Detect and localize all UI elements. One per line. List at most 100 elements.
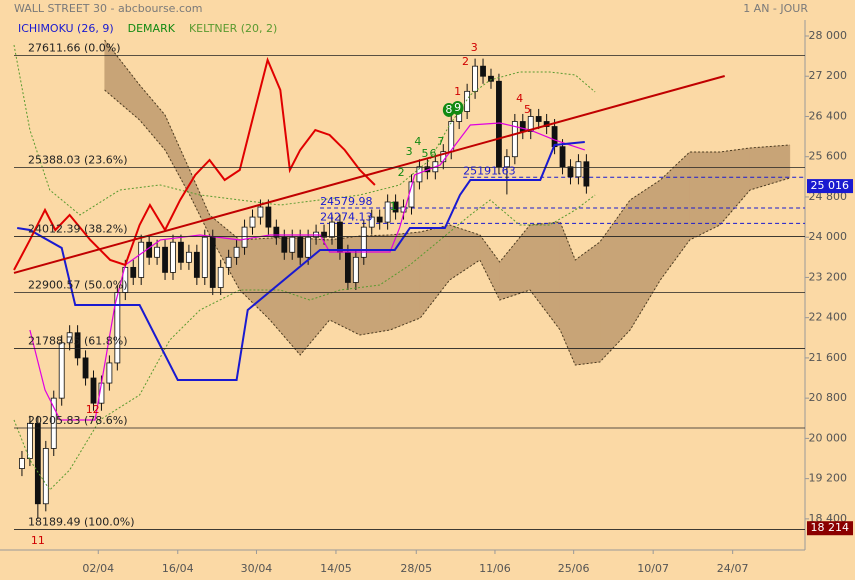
- candle-body: [249, 216, 256, 228]
- candle-body: [209, 236, 216, 288]
- annotation: 9: [454, 101, 461, 114]
- annotation: 5: [524, 103, 531, 116]
- price-label: 18 214: [811, 521, 850, 534]
- fibonacci-label: 24012.39 (38.2%): [28, 223, 128, 236]
- cloud-segment: [575, 241, 601, 366]
- candle-body: [265, 206, 272, 228]
- indicator-line: [29, 122, 585, 421]
- y-tick-label: 21 600: [809, 351, 848, 364]
- fibonacci-label: 20205.83 (78.6%): [28, 414, 128, 427]
- cloud-border: [104, 89, 791, 366]
- annotation: 5: [422, 147, 429, 160]
- annotation: 2: [398, 166, 405, 179]
- x-tick-label: 11/06: [479, 562, 511, 575]
- fibonacci-label: 25388.03 (23.6%): [28, 153, 128, 166]
- candle-body: [297, 236, 304, 258]
- x-tick-label: 16/04: [162, 562, 194, 575]
- indicator-line: [13, 75, 725, 274]
- candle-body: [201, 236, 208, 278]
- annotation: 3: [471, 41, 478, 54]
- indicator-line: [13, 194, 596, 491]
- fibonacci-label: 22900.57 (50.0%): [28, 278, 128, 291]
- annotation: 1: [454, 85, 461, 98]
- annotation: 1: [390, 200, 397, 213]
- indicator-line: [17, 140, 585, 381]
- price-box: [807, 521, 853, 536]
- annotation: 12: [86, 403, 100, 416]
- candle-body: [130, 266, 137, 278]
- x-tick-label: 24/07: [717, 562, 749, 575]
- candle-body: [384, 201, 391, 223]
- level-label: 24274.13: [320, 210, 373, 223]
- candle-body: [575, 161, 582, 178]
- candle-body: [511, 121, 518, 158]
- candle-body: [74, 332, 81, 359]
- candle-body: [90, 377, 97, 404]
- annotation: 8: [445, 103, 452, 116]
- chart-title: WALL STREET 30 - abcbourse.com: [14, 2, 202, 15]
- candle-body: [360, 226, 367, 258]
- y-tick-label: 25 600: [809, 150, 848, 163]
- cloud-border: [104, 39, 790, 263]
- candle-body: [281, 236, 288, 253]
- x-tick-label: 30/04: [241, 562, 273, 575]
- y-tick-label: 27 200: [809, 69, 848, 82]
- candle-body: [329, 221, 335, 238]
- x-tick-label: 14/05: [320, 562, 352, 575]
- candle-body: [162, 246, 168, 273]
- candle-body: [154, 246, 160, 258]
- candle-body: [42, 448, 49, 505]
- candle-body: [392, 201, 399, 213]
- fibonacci-label: 27611.66 (0.0%): [28, 42, 121, 55]
- legend-entry: KELTNER (20, 2): [189, 22, 277, 35]
- y-tick-label: 26 400: [809, 109, 848, 122]
- y-tick-label: 20 000: [809, 431, 848, 444]
- candle-body: [527, 116, 534, 132]
- candle-body: [178, 241, 184, 263]
- candle-body: [496, 80, 502, 168]
- y-tick-label: 28 000: [809, 29, 848, 42]
- candle-body: [472, 65, 478, 92]
- candle-body: [34, 422, 41, 505]
- candle-body: [352, 256, 359, 283]
- legend-entry: ICHIMOKU (26, 9): [18, 22, 114, 35]
- candle-body: [66, 332, 73, 344]
- y-tick-label: 24 800: [809, 190, 848, 203]
- candle-body: [321, 231, 327, 238]
- candle-body: [225, 256, 232, 268]
- annotation: 4: [516, 92, 523, 105]
- candle-body: [344, 251, 351, 283]
- candle-body: [289, 236, 296, 253]
- annotation: 7: [437, 135, 444, 148]
- candle-body: [217, 266, 224, 288]
- candle-body: [193, 251, 200, 278]
- y-tick-label: 19 200: [809, 472, 848, 485]
- x-tick-label: 28/05: [400, 562, 432, 575]
- candle-body: [50, 397, 57, 449]
- x-tick-label: 10/07: [637, 562, 669, 575]
- candle-body: [26, 422, 33, 459]
- candle-body: [241, 226, 248, 248]
- candle-body: [488, 75, 494, 82]
- legend-entry: DEMARK: [128, 22, 176, 35]
- x-tick-label: 02/04: [82, 562, 114, 575]
- fibonacci-label: 21788.75 (61.8%): [28, 334, 128, 347]
- candle-body: [305, 236, 312, 258]
- cloud-segment: [389, 231, 421, 331]
- candle-body: [519, 121, 526, 132]
- candle-body: [559, 146, 566, 168]
- level-label: 24579.98: [320, 195, 373, 208]
- candle-body: [106, 362, 113, 384]
- candle-body: [257, 206, 264, 218]
- candle-body: [233, 246, 240, 258]
- candle-body: [480, 65, 486, 77]
- candle-body: [535, 116, 542, 122]
- y-tick-label: 24 000: [809, 230, 848, 243]
- candle-body: [368, 216, 375, 228]
- level-label: 25191.63: [463, 164, 515, 177]
- candle-body: [503, 156, 510, 168]
- y-tick-label: 23 200: [809, 270, 848, 283]
- annotation: 3: [406, 145, 413, 158]
- fibonacci-label: 18189.49 (100.0%): [28, 515, 135, 528]
- candle-body: [337, 221, 343, 253]
